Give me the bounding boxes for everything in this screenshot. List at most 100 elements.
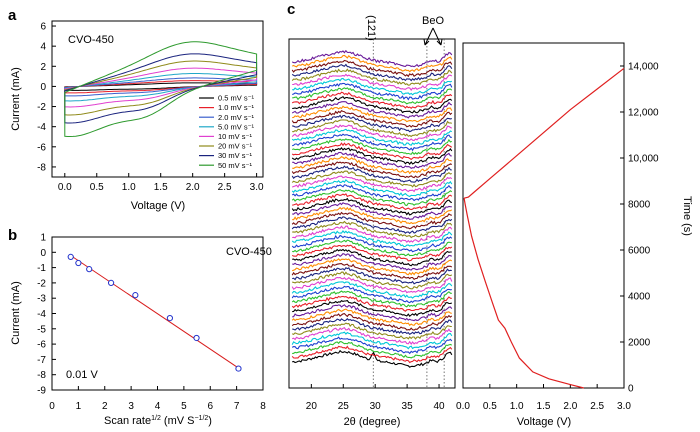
- xrd-trace: [292, 73, 453, 92]
- xrd-trace: [291, 184, 452, 202]
- panel-c-time-x-axis-title: Voltage (V): [517, 416, 571, 428]
- panel-b-y-tick-label: -4: [37, 309, 46, 320]
- panel-a-x-axis-title: Voltage (V): [131, 200, 185, 212]
- xrd-trace: [292, 156, 452, 175]
- legend-label-2: 2.0 mV s⁻¹: [218, 113, 255, 122]
- panel-a-x-tick-label: 1.0: [122, 182, 136, 193]
- panel-b-x-tick-label: 8: [260, 401, 266, 412]
- xrd-trace: [292, 77, 452, 96]
- panel-c-peak-label-121: (121): [365, 15, 377, 41]
- panel-b-x-tick-label: 7: [234, 401, 240, 412]
- xrd-trace: [292, 318, 453, 336]
- cv-loop-4: [64, 67, 258, 108]
- xrd-trace: [292, 266, 452, 285]
- panel-b-x-axis-title: Scan rate1/2 (mV S−1/2): [104, 415, 212, 427]
- panel-c-xrd-x-tick-label: 25: [338, 401, 350, 412]
- panel-a-cv-chart: 0.0 0.5 1.0 1.5 2.0 2.5 3.0 -8 -6 -4 -2 0 2 4 6 0.5 mV…: [10, 20, 264, 212]
- panel-b-x-tick-label: 2: [102, 401, 108, 412]
- xrd-trace: [292, 327, 452, 345]
- xrd-trace: [292, 119, 452, 138]
- panel-b-xlabel-main: Scan rate: [104, 415, 151, 427]
- panel-c-time-x-tick-label: 1.0: [510, 401, 524, 412]
- panel-b-marks: [67, 253, 242, 372]
- panel-c-time-chart: 0.0 0.5 1.0 1.5 2.0 2.5 3.0 0 2000 4000 6000 8000 10…: [456, 42, 693, 428]
- panel-b-xlabel-close: ): [208, 415, 212, 427]
- discharge-curve: [463, 198, 584, 389]
- xrd-trace: [291, 331, 453, 350]
- cv-loop-0: [64, 82, 258, 91]
- xrd-trace: [292, 95, 453, 114]
- panel-c-time-x-tick-label: 2.0: [563, 401, 577, 412]
- panel-b-x-tick-label: 3: [128, 401, 134, 412]
- panel-a-y-tick-label: -2: [37, 102, 46, 113]
- charge-curve: [463, 67, 625, 199]
- panel-a-annotation: CVO-450: [68, 34, 114, 46]
- xrd-trace: [291, 63, 453, 82]
- legend-label-7: 50 mV s⁻¹: [218, 161, 252, 170]
- xrd-trace: [291, 110, 453, 128]
- panel-c-time-x-tick-label: 1.5: [537, 401, 551, 412]
- panel-b-y-axis-title: Current (mA): [10, 281, 22, 345]
- xrd-trace: [291, 308, 452, 327]
- xrd-trace: [291, 322, 452, 340]
- xrd-trace: [292, 220, 453, 239]
- xrd-trace: [292, 225, 453, 244]
- panel-c-time-y-tick-label: 10,000: [628, 154, 659, 165]
- panel-a-legend: 0.5 mV s⁻¹1.0 mV s⁻¹2.0 mV s⁻¹5.0 mV s⁻¹…: [199, 94, 255, 170]
- panel-b-annotation-voltage: 0.01 V: [66, 369, 98, 381]
- panel-b-x-tick-label: 1: [76, 401, 82, 412]
- xrd-trace: [292, 133, 452, 152]
- panel-c-time-y-tick-label: 14,000: [628, 62, 659, 73]
- panel-c-time-y-tick-label: 6000: [628, 246, 651, 257]
- cv-loop-1: [64, 80, 258, 94]
- legend-label-1: 1.0 mV s⁻¹: [218, 103, 255, 112]
- panel-a-y-tick-label: -6: [37, 142, 46, 153]
- panel-a-y-tick-label: -8: [37, 162, 46, 173]
- panel-c-xrd-x-tick-label: 30: [370, 401, 382, 412]
- xrd-trace: [291, 189, 453, 207]
- panel-b-y-tick-label: -3: [37, 294, 46, 305]
- legend-label-4: 10 mV s⁻¹: [218, 132, 252, 141]
- xrd-trace: [292, 239, 452, 257]
- panel-b-y-tick-label: -5: [37, 324, 46, 335]
- panel-b-y-tick-label: 0: [40, 248, 46, 259]
- xrd-trace: [292, 151, 452, 169]
- panel-c-time-y-axis-title: Time (s): [681, 196, 693, 236]
- xrd-trace: [291, 91, 453, 110]
- panel-a-x-tick-label: 1.5: [154, 182, 168, 193]
- xrd-trace: [291, 147, 453, 166]
- xrd-trace: [292, 341, 453, 359]
- panel-c-beo-label: BeO: [422, 15, 444, 27]
- xrd-trace: [292, 82, 453, 101]
- xrd-trace: [291, 234, 453, 253]
- panel-a-y-tick-label: 4: [40, 42, 46, 53]
- panel-b-scatter-chart: 0 1 2 3 4 5 6 7 8 -9 -8 -7 -6 -5 -4 -3 -2 -1 0 1 CVO-450 0.…: [10, 233, 272, 428]
- panel-b-annotation: CVO-450: [226, 246, 272, 258]
- xrd-trace: [292, 271, 453, 290]
- cv-loop-5: [64, 60, 258, 116]
- panel-b-x-tick-label: 4: [155, 401, 161, 412]
- xrd-trace: [291, 101, 453, 119]
- panel-a-axes: 0.0 0.5 1.0 1.5 2.0 2.5 3.0 -8 -6 -4 -2 0 2 4 6: [37, 22, 264, 193]
- panel-c-time-x-tick-label: 3.0: [617, 401, 631, 412]
- panel-c-xrd-x-tick-label: 35: [402, 401, 414, 412]
- xrd-trace: [291, 345, 453, 364]
- panel-b-xlabel-sup: 1/2: [151, 415, 161, 422]
- panel-b-y-tick-label: -6: [37, 340, 46, 351]
- xrd-trace: [292, 248, 452, 267]
- panel-c-time-y-tick-label: 12,000: [628, 108, 659, 119]
- panel-c-time-y-tick-label: 0: [628, 384, 634, 395]
- panel-a-x-tick-label: 2.0: [186, 182, 200, 193]
- panel-a-y-axis-title: Current (mA): [10, 67, 22, 131]
- cv-loop-7: [64, 41, 258, 137]
- xrd-trace: [291, 49, 453, 68]
- linear-fit-line: [70, 254, 240, 369]
- panel-a-frame: [51, 20, 264, 178]
- xrd-trace: [292, 105, 453, 123]
- xrd-trace: [291, 59, 453, 78]
- xrd-trace: [292, 202, 452, 220]
- panel-a-y-tick-label: 6: [40, 22, 46, 33]
- data-point: [166, 314, 173, 322]
- panel-label-c: c: [287, 1, 295, 18]
